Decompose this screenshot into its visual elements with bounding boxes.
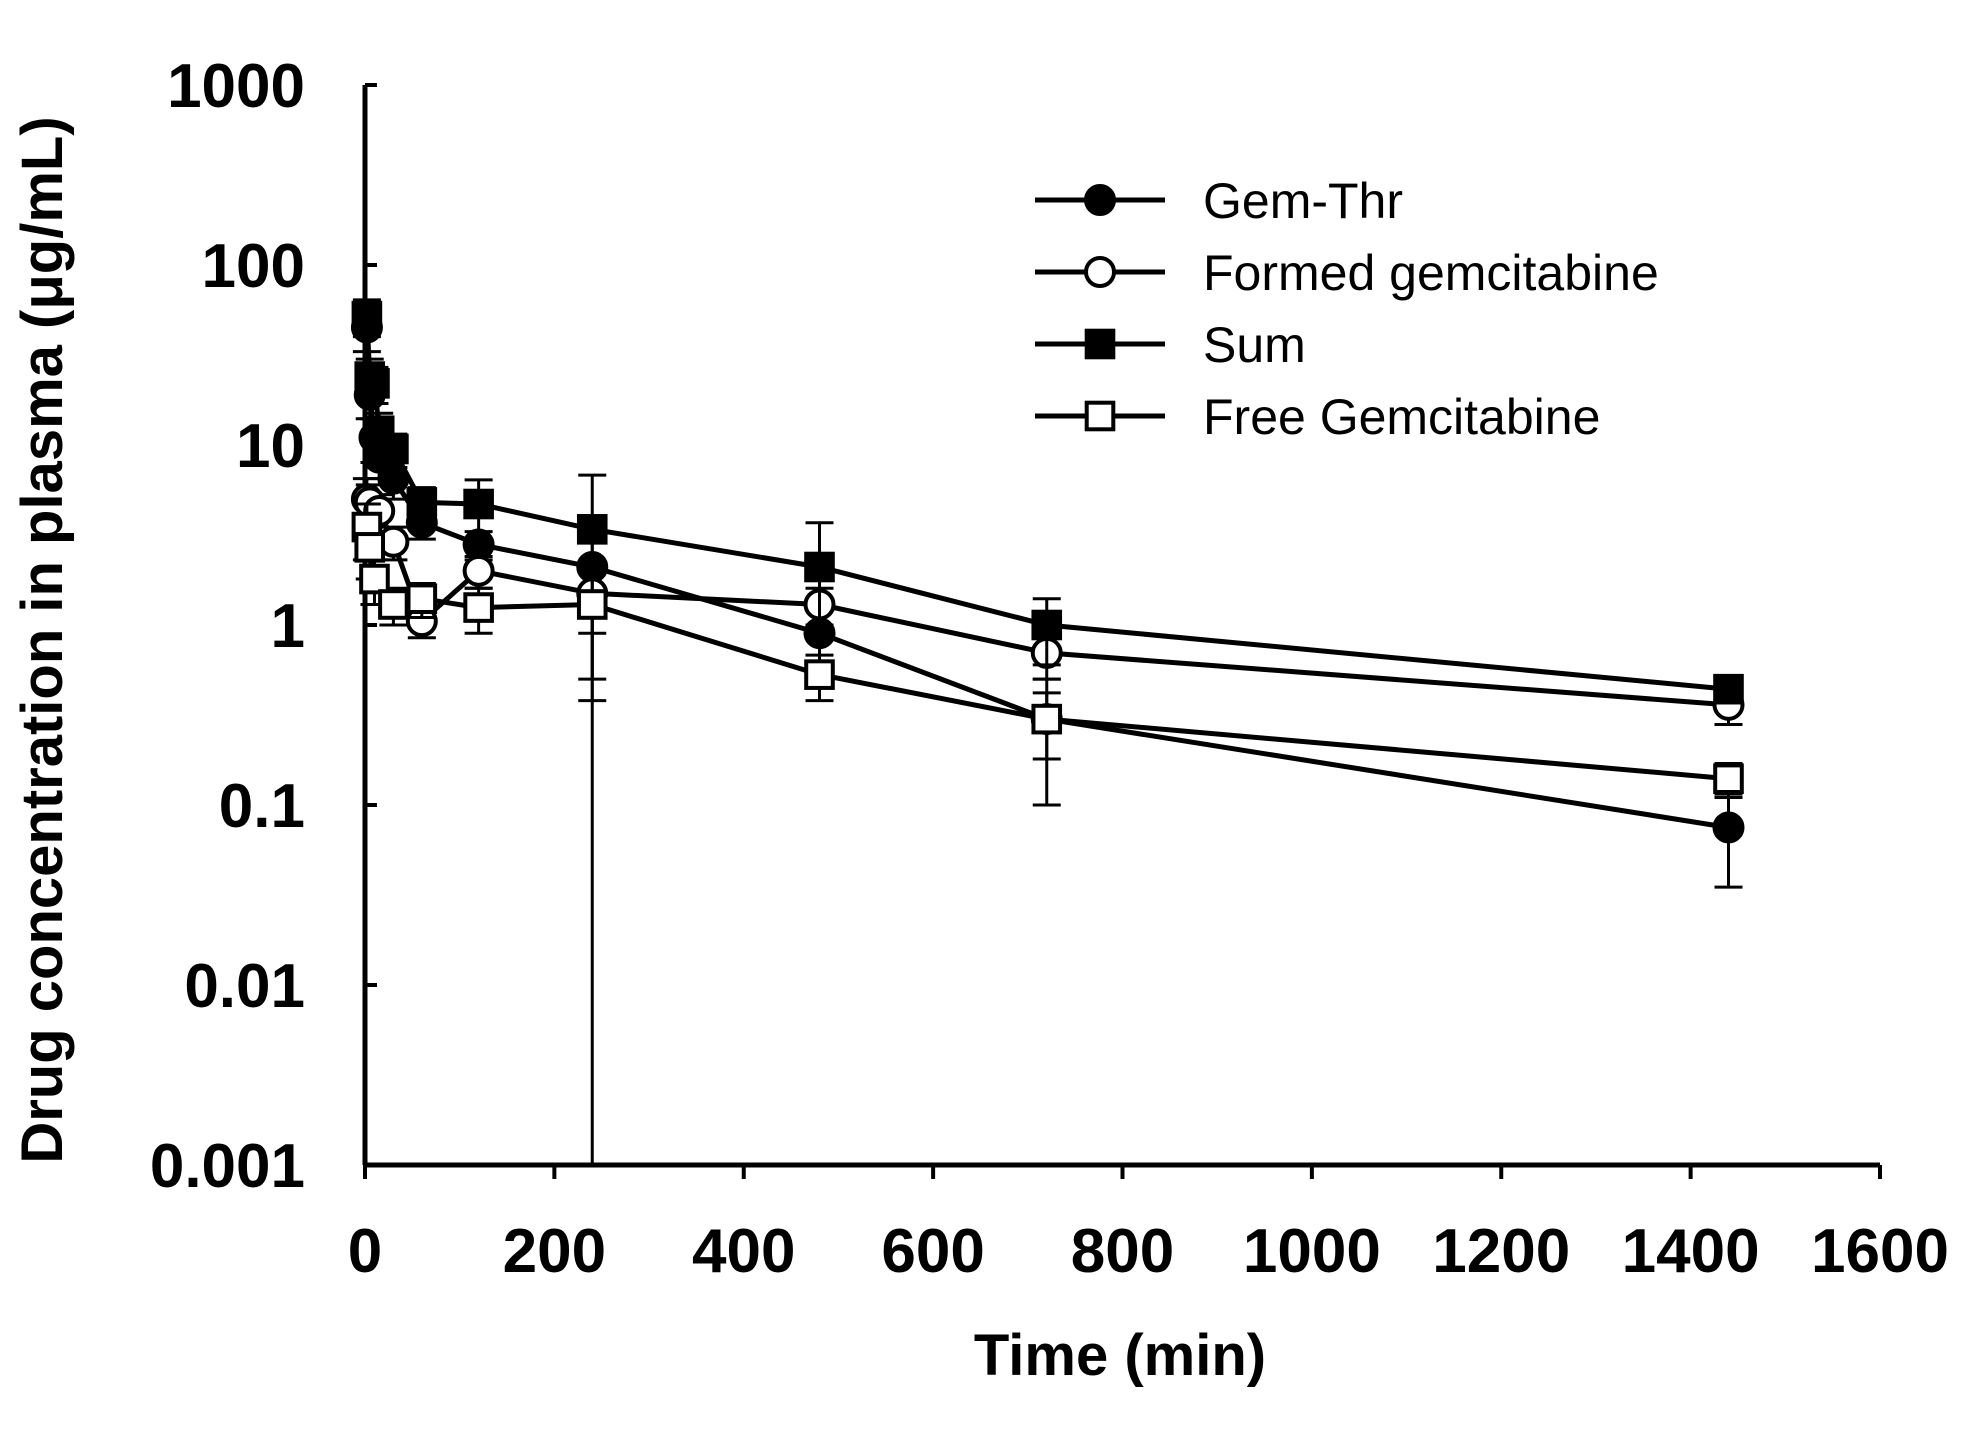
- data-point: [378, 433, 409, 465]
- series-free-gemcitabine: [351, 502, 1744, 807]
- x-tick-label: 200: [503, 1217, 606, 1286]
- data-point: [463, 592, 494, 623]
- x-tick-label: 800: [1071, 1217, 1174, 1286]
- legend-marker: [1084, 328, 1116, 360]
- x-tick-label: 400: [692, 1217, 795, 1286]
- data-point: [1713, 673, 1744, 705]
- x-tick-label: 600: [881, 1217, 984, 1286]
- y-tick-label: 1: [271, 592, 305, 661]
- data-point: [1031, 609, 1063, 641]
- y-axis-ticks: 0.001 0.01 0.1 1 10 100 1000: [150, 52, 377, 1201]
- y-tick-label: 10: [236, 412, 305, 481]
- data-point: [463, 488, 494, 520]
- legend-label: Sum: [1203, 317, 1306, 373]
- data-point: [576, 589, 608, 620]
- series-line: [364, 526, 1729, 782]
- data-point: [804, 551, 835, 583]
- legend: Gem-Thr Formed gemcitabine Sum Free Gemcita…: [1035, 173, 1659, 445]
- series-sum: [351, 298, 1744, 1167]
- data-point: [354, 532, 386, 563]
- data-point: [359, 563, 390, 595]
- y-axis-title: Drug concentration in plasma (μg/mL): [10, 116, 75, 1163]
- y-tick-label: 0.1: [219, 772, 305, 841]
- y-tick-label: 100: [202, 232, 305, 301]
- data-point: [1031, 703, 1063, 735]
- data-point: [406, 487, 438, 518]
- legend-item: Free Gemcitabine: [1035, 389, 1600, 445]
- series-layer: [350, 298, 1745, 1167]
- x-tick-label: 0: [348, 1217, 382, 1286]
- legend-marker: [1084, 400, 1116, 432]
- legend-label: Gem-Thr: [1203, 173, 1403, 229]
- legend-item: Gem-Thr: [1035, 173, 1403, 229]
- y-tick-label: 1000: [167, 52, 305, 121]
- x-tick-label: 1200: [1432, 1217, 1570, 1286]
- x-axis-title: Time (min): [974, 1323, 1266, 1388]
- data-point: [406, 583, 438, 614]
- y-tick-label: 0.01: [184, 952, 305, 1021]
- data-point: [462, 554, 495, 587]
- data-point: [1713, 763, 1744, 794]
- legend-item: Sum: [1035, 317, 1306, 373]
- data-point: [576, 514, 608, 545]
- data-point: [804, 659, 835, 690]
- x-tick-label: 1600: [1811, 1217, 1949, 1286]
- legend-marker: [1084, 184, 1116, 216]
- legend-label: Formed gemcitabine: [1203, 245, 1659, 301]
- x-tick-label: 1000: [1243, 1217, 1381, 1286]
- x-tick-label: 1400: [1622, 1217, 1760, 1286]
- legend-marker: [1084, 256, 1116, 288]
- data-point: [1712, 811, 1745, 844]
- legend-label: Free Gemcitabine: [1203, 389, 1600, 445]
- legend-item: Formed gemcitabine: [1035, 245, 1659, 301]
- data-point: [378, 589, 409, 620]
- data-point: [351, 300, 383, 332]
- y-tick-label: 0.001: [150, 1132, 305, 1201]
- data-point: [359, 368, 390, 399]
- x-axis-ticks: 0 200 400 600 800 1000 1200 1400 1600: [348, 1165, 1949, 1286]
